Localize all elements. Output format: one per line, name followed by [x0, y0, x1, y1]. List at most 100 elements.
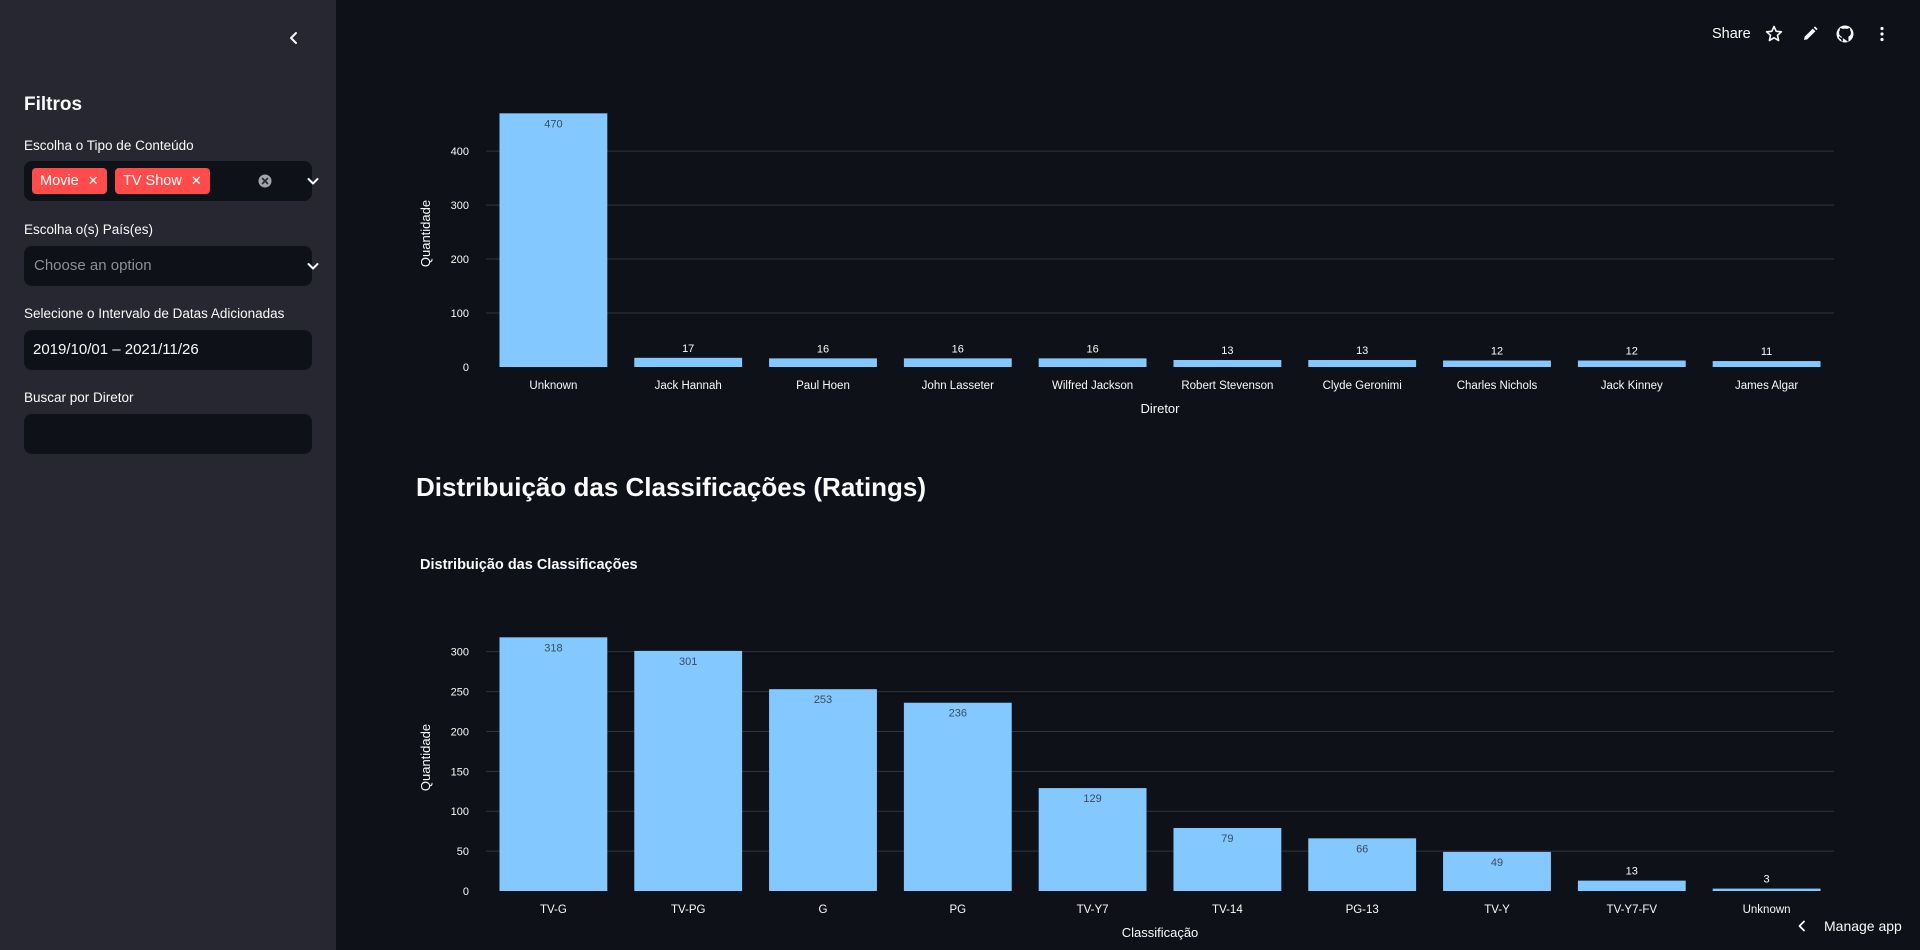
x-tick-label: Wilfred Jackson [1052, 380, 1133, 392]
tag-label: Movie [40, 173, 79, 189]
x-tick-label: TV-Y [1484, 904, 1510, 916]
x-tick-label: Clyde Geronimi [1323, 380, 1402, 392]
director-search-input[interactable] [24, 414, 312, 454]
bar-value-label: 16 [817, 343, 829, 355]
date-range-label: Selecione o Intervalo de Datas Adicionad… [24, 306, 285, 321]
bar [1038, 788, 1147, 891]
bar-value-label: 13 [1626, 866, 1638, 878]
bar [634, 650, 743, 891]
share-button[interactable]: Share [1712, 26, 1751, 42]
x-axis-label: Diretor [1140, 401, 1180, 416]
y-tick-label: 100 [451, 806, 469, 818]
bar-value-label: 318 [544, 642, 562, 654]
bar-value-label: 13 [1356, 345, 1368, 357]
bar-value-label: 3 [1764, 874, 1770, 886]
country-select[interactable]: Choose an option [24, 246, 319, 286]
kebab-menu-icon[interactable] [1872, 24, 1892, 44]
chevron-left-icon [1798, 920, 1805, 932]
director-search-label: Buscar por Diretor [24, 390, 134, 405]
y-tick-label: 150 [451, 766, 469, 778]
y-tick-label: 200 [451, 254, 469, 266]
pencil-icon[interactable] [1800, 24, 1820, 44]
date-range-value: 2019/10/01 – 2021/11/26 [33, 341, 199, 358]
x-tick-label: TV-G [540, 904, 567, 916]
y-tick-label: 100 [451, 308, 469, 320]
y-tick-label: 0 [463, 362, 469, 374]
bar [1308, 359, 1417, 367]
bar-value-label: 13 [1221, 345, 1233, 357]
date-range-input[interactable]: 2019/10/01 – 2021/11/26 [24, 330, 312, 370]
bar [1443, 360, 1551, 367]
y-tick-label: 50 [457, 846, 469, 858]
x-tick-label: John Lasseter [922, 380, 994, 392]
remove-tag-icon[interactable]: ✕ [87, 173, 99, 188]
tag-label: TV Show [123, 173, 182, 189]
bar [1308, 838, 1417, 891]
x-tick-label: Robert Stevenson [1181, 380, 1273, 392]
bar [499, 113, 608, 367]
y-tick-label: 250 [451, 687, 469, 699]
content-type-label: Escolha o Tipo de Conteúdo [24, 138, 194, 153]
bar-value-label: 79 [1221, 833, 1233, 845]
bar [1712, 361, 1821, 367]
content-type-multiselect[interactable]: Movie ✕ TV Show ✕ [24, 161, 319, 201]
y-tick-label: 400 [451, 146, 469, 158]
collapse-sidebar-button[interactable] [282, 26, 306, 50]
bar-value-label: 16 [1086, 343, 1098, 355]
bar-value-label: 236 [949, 708, 967, 720]
x-tick-label: TV-14 [1212, 904, 1243, 916]
manage-app-button[interactable]: Manage app [1796, 918, 1902, 934]
bar [1038, 358, 1147, 367]
bar-value-label: 66 [1356, 843, 1368, 855]
bar [1577, 880, 1686, 891]
tag-tv-show: TV Show ✕ [115, 168, 210, 194]
bar [634, 357, 743, 367]
bar-value-label: 12 [1626, 346, 1638, 358]
y-axis-label: Quantidade [418, 724, 433, 791]
bar-value-label: 16 [952, 343, 964, 355]
y-tick-label: 0 [463, 886, 469, 898]
sidebar: Filtros Escolha o Tipo de Conteúdo Movie… [0, 0, 336, 950]
bar-value-label: 12 [1491, 346, 1503, 358]
bar-value-label: 470 [544, 118, 562, 130]
country-label: Escolha o(s) País(es) [24, 222, 154, 237]
x-tick-label: PG [949, 904, 966, 916]
star-icon[interactable] [1764, 24, 1784, 44]
ratings-section-title: Distribuição das Classificações (Ratings… [416, 472, 927, 502]
bar-value-label: 11 [1761, 346, 1772, 358]
bar [1577, 360, 1686, 367]
bar [1443, 851, 1551, 891]
chevron-down-icon[interactable] [306, 259, 320, 273]
sidebar-title: Filtros [24, 94, 83, 115]
chevron-left-icon [290, 32, 297, 44]
bar [903, 702, 1012, 891]
x-axis-label: Classificação [1122, 925, 1199, 940]
x-tick-label: Charles Nichols [1457, 380, 1538, 392]
bar [769, 358, 877, 367]
bar [769, 689, 877, 891]
x-tick-label: Unknown [529, 380, 577, 392]
bar-value-label: 301 [679, 656, 697, 668]
chevron-down-icon[interactable] [306, 174, 320, 188]
tag-movie: Movie ✕ [32, 168, 107, 194]
x-tick-label: PG-13 [1346, 904, 1379, 916]
ratings-chart-title: Distribuição das Classificações [420, 557, 638, 573]
y-axis-label: Quantidade [418, 200, 433, 267]
y-tick-label: 300 [451, 200, 469, 212]
x-tick-label: TV-Y7-FV [1607, 904, 1658, 916]
github-icon[interactable] [1835, 24, 1855, 44]
bar-value-label: 49 [1491, 857, 1503, 869]
clear-all-icon[interactable] [258, 174, 272, 188]
bar [903, 358, 1012, 367]
bar [1712, 888, 1821, 891]
bar-value-label: 253 [814, 694, 832, 706]
bar [1173, 827, 1282, 891]
bar [1173, 359, 1282, 367]
manage-app-label: Manage app [1824, 918, 1902, 934]
x-tick-label: Jack Hannah [655, 380, 722, 392]
bar-value-label: 129 [1083, 793, 1101, 805]
remove-tag-icon[interactable]: ✕ [190, 173, 202, 188]
bar-value-label: 17 [682, 343, 694, 355]
country-placeholder: Choose an option [34, 257, 152, 274]
